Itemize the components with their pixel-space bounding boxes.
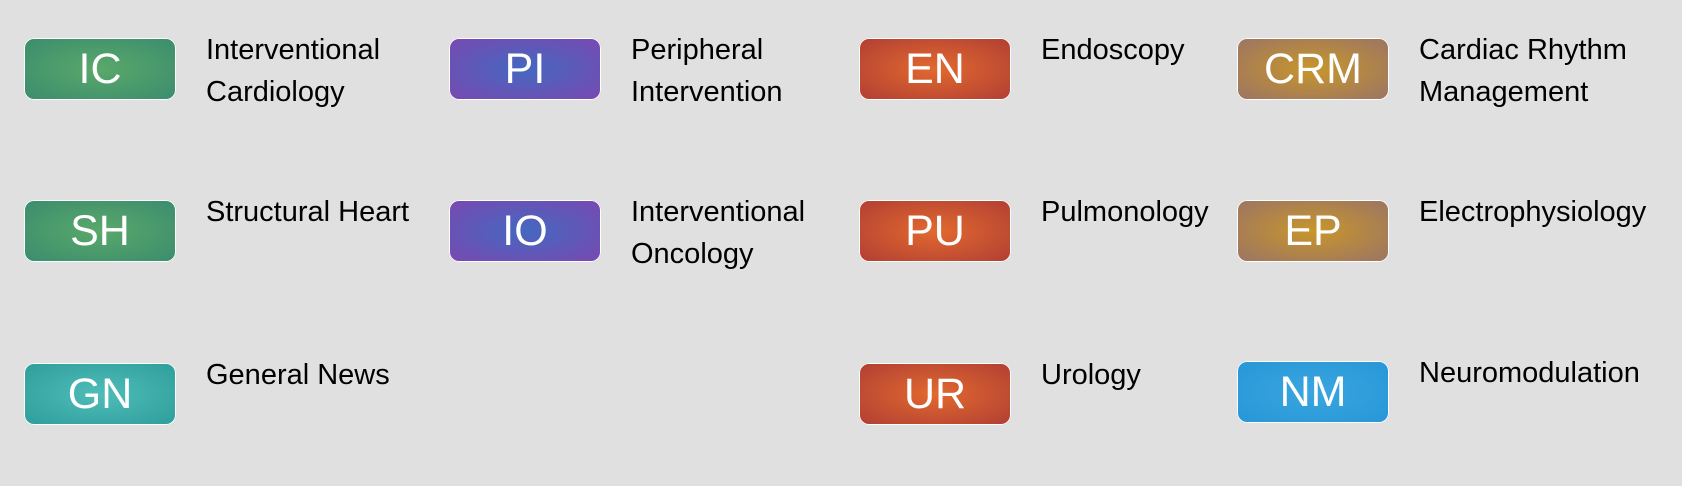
category-label-line1: Neuromodulation xyxy=(1419,357,1640,389)
category-badge-pu[interactable]: PU xyxy=(859,200,1011,262)
category-label-pu: Pulmonology xyxy=(1041,191,1209,233)
category-label-pi: Peripheral Intervention xyxy=(631,29,783,113)
category-label-line1: Endoscopy xyxy=(1041,34,1185,66)
category-label-crm: Cardiac Rhythm Management xyxy=(1419,29,1627,113)
category-item-sh[interactable]: SH Structural Heart xyxy=(24,196,409,262)
category-badge-ur[interactable]: UR xyxy=(859,363,1011,425)
category-badge-io[interactable]: IO xyxy=(449,200,601,262)
category-badge-gn[interactable]: GN xyxy=(24,363,176,425)
category-label-line1: General News xyxy=(206,359,390,391)
category-badge-pi[interactable]: PI xyxy=(449,38,601,100)
category-label-nm: Neuromodulation xyxy=(1419,352,1640,394)
category-item-crm[interactable]: CRM Cardiac Rhythm Management xyxy=(1237,34,1627,113)
category-label-line1: Structural Heart xyxy=(206,196,410,228)
category-label-line1: Peripheral xyxy=(631,34,764,66)
category-badge-sh[interactable]: SH xyxy=(24,200,176,262)
category-label-line1: Interventional xyxy=(206,34,381,66)
category-label-line2: Oncology xyxy=(631,238,754,270)
category-item-io[interactable]: IO Interventional Oncology xyxy=(449,196,805,275)
category-item-nm[interactable]: NM Neuromodulation xyxy=(1237,357,1640,423)
category-item-en[interactable]: EN Endoscopy xyxy=(859,34,1185,100)
category-label-io: Interventional Oncology xyxy=(631,191,805,275)
category-label-sh: Structural Heart xyxy=(206,191,409,233)
category-label-line2: Intervention xyxy=(631,76,783,108)
category-label-line1: Interventional xyxy=(631,196,806,228)
category-item-ic[interactable]: IC Interventional Cardiology xyxy=(24,34,380,113)
category-label-line2: Management xyxy=(1419,76,1589,108)
category-item-gn[interactable]: GN General News xyxy=(24,359,390,425)
category-label-ur: Urology xyxy=(1041,354,1141,396)
category-label-gn: General News xyxy=(206,354,390,396)
category-item-ur[interactable]: UR Urology xyxy=(859,359,1141,425)
category-label-line1: Electrophysiology xyxy=(1419,196,1647,228)
category-badge-en[interactable]: EN xyxy=(859,38,1011,100)
category-label-line1: Cardiac Rhythm xyxy=(1419,34,1627,66)
category-label-ep: Electrophysiology xyxy=(1419,191,1646,233)
category-label-line1: Urology xyxy=(1041,359,1141,391)
category-badge-ep[interactable]: EP xyxy=(1237,200,1389,262)
category-badge-crm[interactable]: CRM xyxy=(1237,38,1389,100)
category-label-line1: Pulmonology xyxy=(1041,196,1209,228)
category-badge-nm[interactable]: NM xyxy=(1237,361,1389,423)
category-item-ep[interactable]: EP Electrophysiology xyxy=(1237,196,1646,262)
category-label-line2: Cardiology xyxy=(206,76,345,108)
category-label-en: Endoscopy xyxy=(1041,29,1185,71)
category-item-pi[interactable]: PI Peripheral Intervention xyxy=(449,34,783,113)
category-label-ic: Interventional Cardiology xyxy=(206,29,380,113)
category-badge-ic[interactable]: IC xyxy=(24,38,176,100)
category-item-pu[interactable]: PU Pulmonology xyxy=(859,196,1209,262)
